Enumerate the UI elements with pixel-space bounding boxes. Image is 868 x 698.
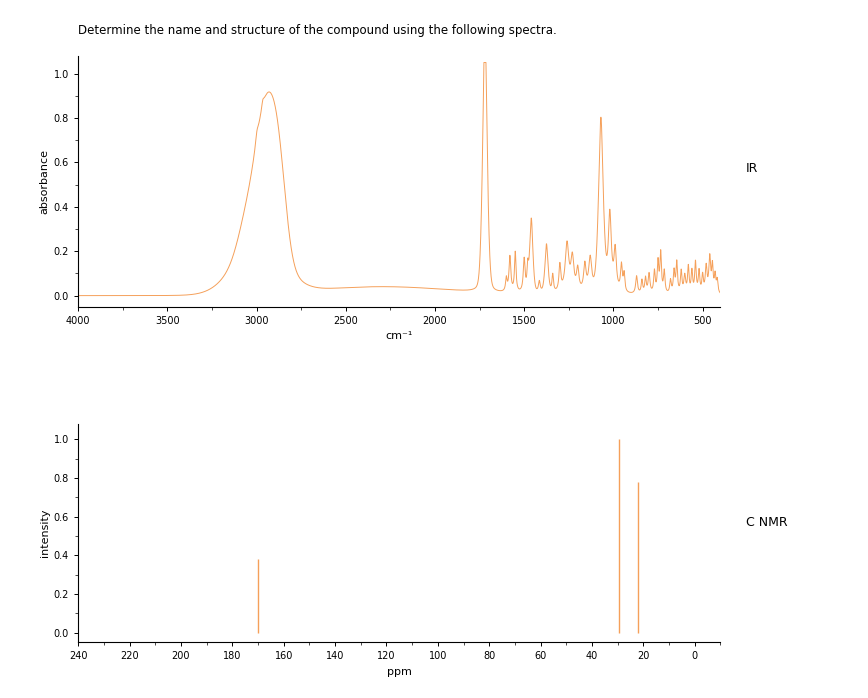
Y-axis label: intensity: intensity <box>40 509 49 557</box>
Text: IR: IR <box>746 162 759 175</box>
X-axis label: cm⁻¹: cm⁻¹ <box>385 332 413 341</box>
Text: Determine the name and structure of the compound using the following spectra.: Determine the name and structure of the … <box>78 24 557 38</box>
X-axis label: ppm: ppm <box>387 667 411 677</box>
Y-axis label: absorbance: absorbance <box>40 149 49 214</box>
Text: C NMR: C NMR <box>746 516 788 528</box>
